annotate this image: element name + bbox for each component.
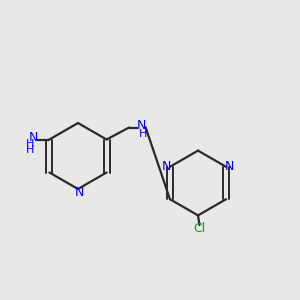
Text: N: N [137, 119, 146, 132]
Text: N: N [162, 160, 171, 173]
Text: Cl: Cl [194, 222, 206, 236]
Text: H: H [26, 139, 34, 149]
Text: N: N [29, 130, 38, 144]
Text: H: H [26, 145, 34, 155]
Text: H: H [139, 128, 147, 139]
Text: N: N [75, 186, 84, 199]
Text: N: N [225, 160, 234, 173]
